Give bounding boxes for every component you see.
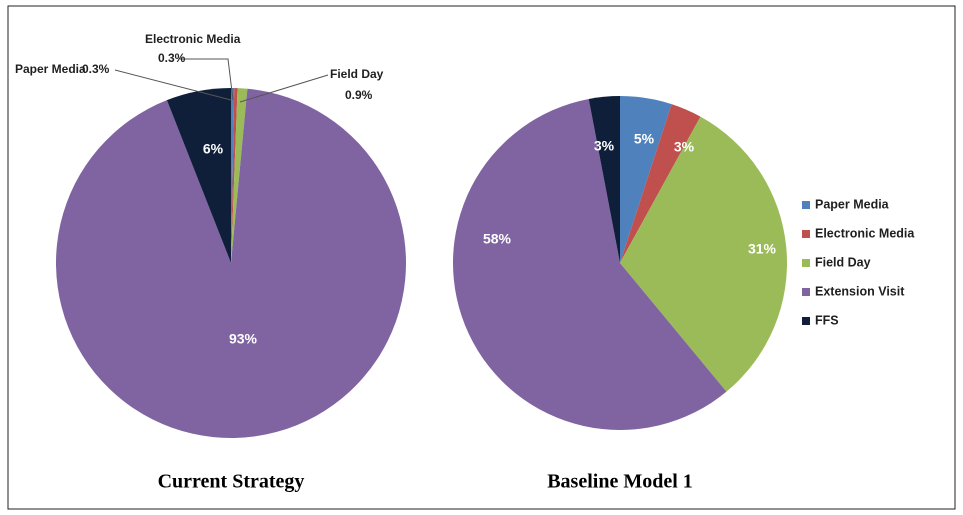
pie-slice <box>231 88 238 263</box>
pie-slice <box>453 98 727 431</box>
leader-line <box>114 69 232 101</box>
pie-slice <box>620 104 701 264</box>
legend-label: Electronic Media <box>815 226 915 240</box>
data-label: 6% <box>203 141 224 157</box>
callout-name: Field Day <box>330 67 384 81</box>
callout-name: Electronic Media <box>145 32 241 46</box>
legend-swatch <box>802 230 810 238</box>
leader-line <box>180 58 234 101</box>
callout-value: 0.9% <box>345 88 373 102</box>
callout-value: 0.3% <box>82 62 110 76</box>
legend-swatch <box>802 259 810 267</box>
legend-label: FFS <box>815 313 839 327</box>
pie-slice <box>620 116 787 392</box>
chart-title: Current Strategy <box>158 471 305 493</box>
data-label: 3% <box>594 138 615 154</box>
legend-label: Extension Visit <box>815 284 905 298</box>
pie-slice <box>620 96 672 263</box>
pie-slice <box>588 96 620 263</box>
pie-slice <box>55 88 406 438</box>
legend-swatch <box>802 317 810 325</box>
callout-value: 0.3% <box>158 51 186 65</box>
legend-swatch <box>802 288 810 296</box>
legend-label: Field Day <box>815 255 871 269</box>
chart-title: Baseline Model 1 <box>547 471 693 493</box>
legend-swatch <box>802 201 810 209</box>
pie-slice <box>231 88 235 263</box>
data-label: 93% <box>229 331 258 347</box>
data-label: 3% <box>674 139 695 155</box>
leader-line <box>239 74 329 103</box>
pie-slice <box>231 88 248 263</box>
callout-name: Paper Media <box>15 62 86 76</box>
legend-label: Paper Media <box>815 197 890 211</box>
pie-slice <box>166 88 231 263</box>
data-label: 58% <box>483 231 512 247</box>
data-label: 31% <box>748 241 777 257</box>
data-label: 5% <box>634 131 655 147</box>
